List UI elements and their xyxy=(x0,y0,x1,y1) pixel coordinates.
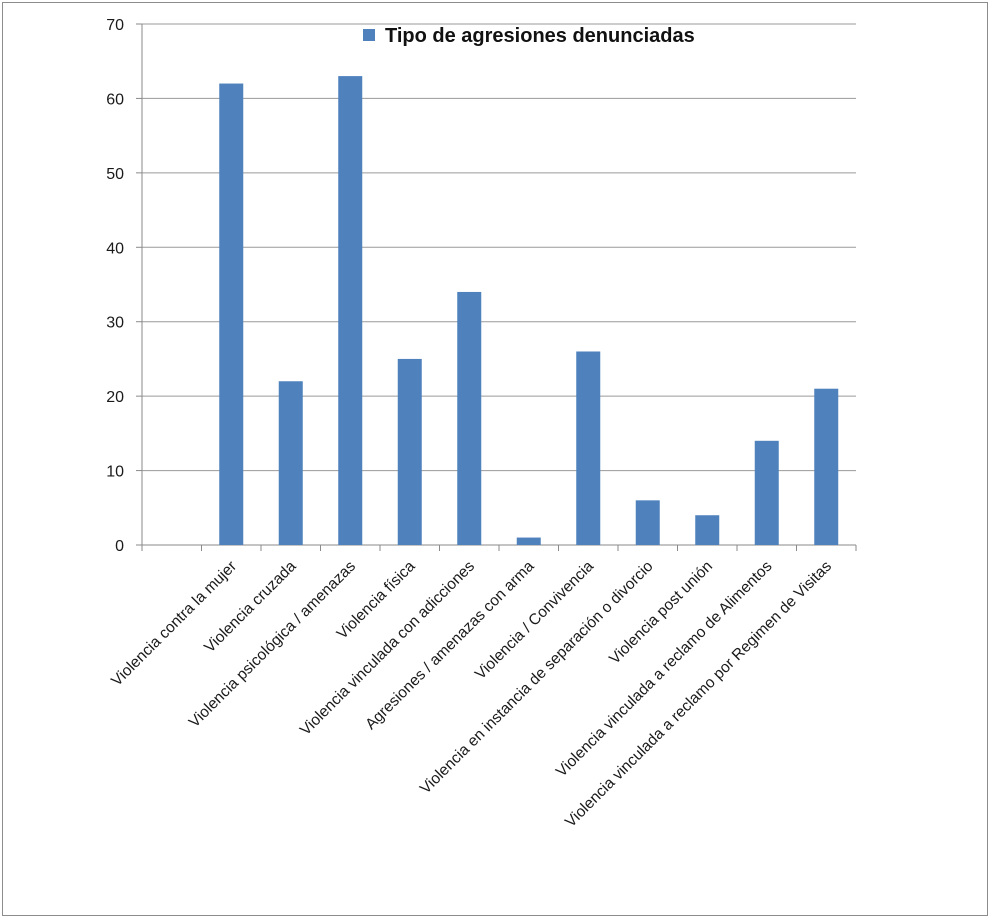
x-category-label: Violencia vinculada a reclamo de Aliment… xyxy=(553,558,776,781)
bar xyxy=(695,515,720,545)
y-tick-label: 70 xyxy=(106,17,124,34)
y-tick-label: 30 xyxy=(106,315,124,332)
y-tick-label: 60 xyxy=(106,91,124,108)
bar xyxy=(635,500,660,545)
gridlines xyxy=(142,23,856,472)
y-tick-label: 40 xyxy=(106,240,124,257)
bar xyxy=(457,291,482,545)
bar xyxy=(814,388,839,545)
bar xyxy=(278,381,303,545)
y-tick-label: 0 xyxy=(115,538,124,555)
bar xyxy=(516,537,541,545)
axes xyxy=(136,23,857,551)
legend-swatch xyxy=(363,29,375,41)
y-tick-label: 20 xyxy=(106,389,124,406)
y-tick-label: 10 xyxy=(106,464,124,481)
bar xyxy=(397,358,422,545)
bar xyxy=(754,440,779,545)
x-category-label: Violencia post unión xyxy=(606,558,716,668)
y-tick-labels: 0 10 20 30 40 50 60 70 xyxy=(106,17,124,555)
y-tick-label: 50 xyxy=(106,166,124,183)
bar xyxy=(219,83,244,546)
legend-label: Tipo de agresiones denunciadas xyxy=(385,25,695,47)
bars xyxy=(219,76,839,546)
legend: Tipo de agresiones denunciadas xyxy=(363,25,695,47)
bar xyxy=(338,76,363,545)
x-category-label: Violencia / Convivencia xyxy=(472,558,597,683)
bar xyxy=(576,351,601,545)
